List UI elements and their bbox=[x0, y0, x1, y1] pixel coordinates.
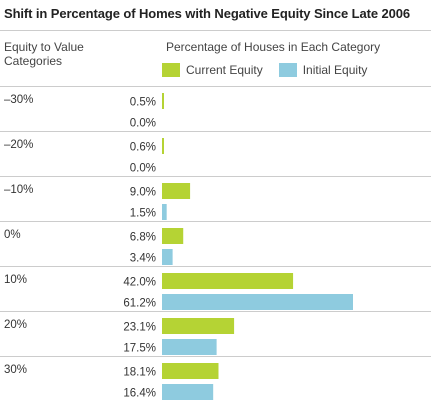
data-label: 1.5% bbox=[130, 208, 156, 220]
category-label: 30% bbox=[4, 364, 27, 376]
data-label: 23.1% bbox=[123, 322, 156, 334]
data-label: 0.6% bbox=[130, 142, 156, 154]
bar-current-equity bbox=[162, 183, 191, 199]
data-label: 0.5% bbox=[130, 97, 156, 109]
legend-item-current: Current Equity bbox=[162, 63, 263, 77]
data-label: 16.4% bbox=[123, 388, 156, 400]
category-label: 0% bbox=[4, 229, 21, 241]
data-label: 18.1% bbox=[123, 367, 156, 379]
data-label: 17.5% bbox=[123, 343, 156, 355]
value-axis-label: Percentage of Houses in Each Category bbox=[166, 40, 381, 54]
legend-swatch-current bbox=[162, 63, 180, 77]
chart-title: Shift in Percentage of Homes with Negati… bbox=[4, 6, 411, 21]
category-label: –20% bbox=[4, 139, 33, 151]
category-label: –30% bbox=[4, 94, 33, 106]
bar-initial-equity bbox=[162, 204, 167, 220]
category-label: 20% bbox=[4, 319, 27, 331]
data-label: 42.0% bbox=[123, 277, 156, 289]
data-label: 6.8% bbox=[130, 232, 156, 244]
bar-current-equity bbox=[162, 318, 235, 334]
category-label: –10% bbox=[4, 184, 33, 196]
bar-current-equity bbox=[162, 138, 164, 154]
category-label: 10% bbox=[4, 274, 27, 286]
legend-item-initial: Initial Equity bbox=[278, 63, 368, 77]
bar-initial-equity bbox=[162, 294, 353, 310]
data-label: 9.0% bbox=[130, 187, 156, 199]
legend-swatch-initial bbox=[278, 63, 297, 77]
category-axis-label: Equity to Value Categories bbox=[4, 40, 84, 68]
bar-current-equity bbox=[162, 93, 164, 109]
data-label: 61.2% bbox=[123, 298, 156, 310]
bar-initial-equity bbox=[162, 339, 217, 355]
legend-label-initial: Initial Equity bbox=[302, 63, 368, 77]
bar-initial-equity bbox=[162, 384, 214, 400]
legend: Current Equity Initial Equity bbox=[162, 60, 383, 80]
title-divider bbox=[0, 30, 431, 31]
bar-current-equity bbox=[162, 273, 294, 289]
bar-initial-equity bbox=[162, 249, 173, 265]
bar-current-equity bbox=[162, 228, 184, 244]
legend-label-current: Current Equity bbox=[186, 63, 263, 77]
bar-current-equity bbox=[162, 363, 219, 379]
data-label: 0.0% bbox=[130, 118, 156, 130]
data-label: 3.4% bbox=[130, 253, 156, 265]
data-label: 0.0% bbox=[130, 163, 156, 175]
